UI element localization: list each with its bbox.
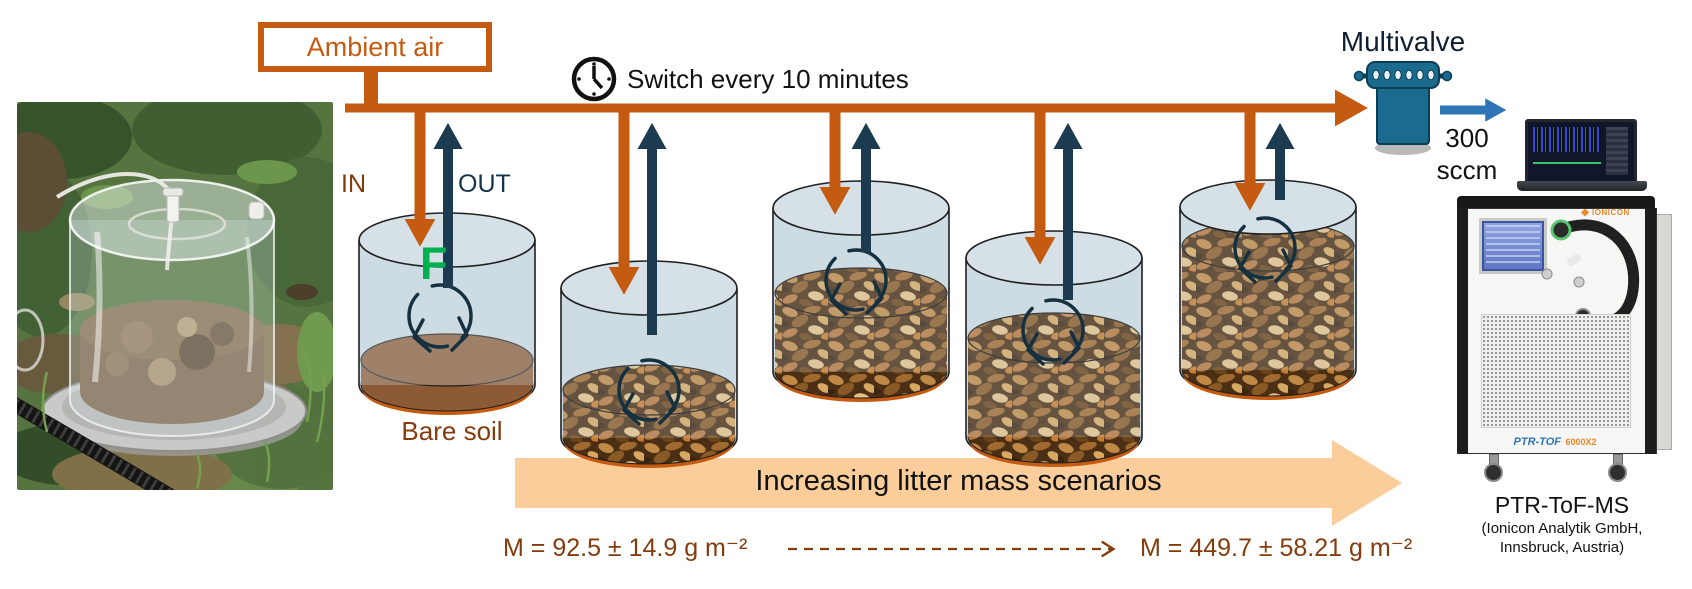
laptop-base xyxy=(1517,181,1647,191)
ptr-tof-ms-instrument: IONICON PTR-TOF 6000X2 xyxy=(1455,196,1672,488)
grass-blades xyxy=(41,351,326,489)
instrument-mfr-line1: (Ionicon Analytik GmbH, xyxy=(1481,520,1643,537)
out-label: OUT xyxy=(458,170,511,198)
mass-high-label: M = 449.7 ± 58.21 g m⁻² xyxy=(1140,534,1413,562)
switch-interval-label: Switch every 10 minutes xyxy=(627,64,909,94)
multivalve-label: Multivalve xyxy=(1340,26,1466,57)
caster-wheel-icon xyxy=(1607,454,1627,484)
corrugated-tube xyxy=(17,397,175,490)
in-label: IN xyxy=(341,170,366,198)
clock-icon xyxy=(571,56,617,102)
mixing-fan-icon xyxy=(407,283,473,353)
litter-chamber-4 xyxy=(1179,179,1357,400)
software-side-panel xyxy=(1606,127,1628,175)
field-chamber-photo xyxy=(17,102,333,490)
model-number: 6000X2 xyxy=(1565,437,1597,447)
multivalve-icon xyxy=(1353,61,1453,155)
ambient-air-box: Ambient air xyxy=(258,22,492,72)
bare-soil-label: Bare soil xyxy=(401,416,503,446)
flow-rate-unit: sccm xyxy=(1436,155,1498,185)
litter-chamber-3 xyxy=(965,230,1143,467)
ambient-air-supply-line xyxy=(345,66,1368,295)
instrument-name-label: PTR-ToF-MS xyxy=(1494,492,1630,518)
laptop-screen xyxy=(1525,119,1637,187)
field-photo-art xyxy=(17,102,333,490)
instrument-mfr-line2: Innsbruck, Austria) xyxy=(1499,539,1625,556)
mixing-fan-icon xyxy=(824,248,888,316)
signal-trace xyxy=(1533,162,1601,164)
mixing-fan-icon xyxy=(1021,298,1085,366)
mixing-fan-icon xyxy=(1233,216,1297,284)
instrument-logo: IONICON xyxy=(1581,208,1630,217)
mass-spectrum-display xyxy=(1533,127,1601,152)
instrument-model-label: PTR-TOF 6000X2 xyxy=(1455,432,1655,450)
chamber-bare-soil xyxy=(358,212,536,415)
flow-rate-value: 300 xyxy=(1445,123,1489,153)
flow-rate-label: 300 sccm xyxy=(1424,122,1510,186)
model-brand: PTR-TOF xyxy=(1513,436,1561,448)
ionicon-logo-text: IONICON xyxy=(1592,208,1630,217)
increasing-litter-arrow xyxy=(515,440,1402,526)
flux-label: F xyxy=(420,238,448,289)
instrument-left-edge xyxy=(1457,208,1468,454)
chamber-outflow-arrows xyxy=(433,122,1295,335)
litter-inside-chamber xyxy=(80,300,264,424)
increasing-litter-label: Increasing litter mass scenarios xyxy=(755,465,1162,497)
mixing-fan-icon xyxy=(617,358,681,426)
mass-low-label: M = 92.5 ± 14.9 g m⁻² xyxy=(503,534,748,562)
sampling-tubing xyxy=(17,172,265,372)
litter-chamber-2 xyxy=(772,180,950,402)
caster-wheel-icon xyxy=(1483,454,1503,484)
instrument-right-edge xyxy=(1645,208,1656,454)
lcd-rows xyxy=(1486,225,1540,267)
instrument-caption: PTR-ToF-MS (Ionicon Analytik GmbH, Innsb… xyxy=(1452,492,1672,557)
cooling-grille xyxy=(1481,314,1631,428)
instrument-lcd-screen xyxy=(1479,218,1547,274)
laptop xyxy=(1517,119,1647,201)
ambient-air-label: Ambient air xyxy=(306,31,444,62)
litter-chamber-1 xyxy=(560,260,738,468)
ionicon-logo-icon xyxy=(1581,208,1589,217)
